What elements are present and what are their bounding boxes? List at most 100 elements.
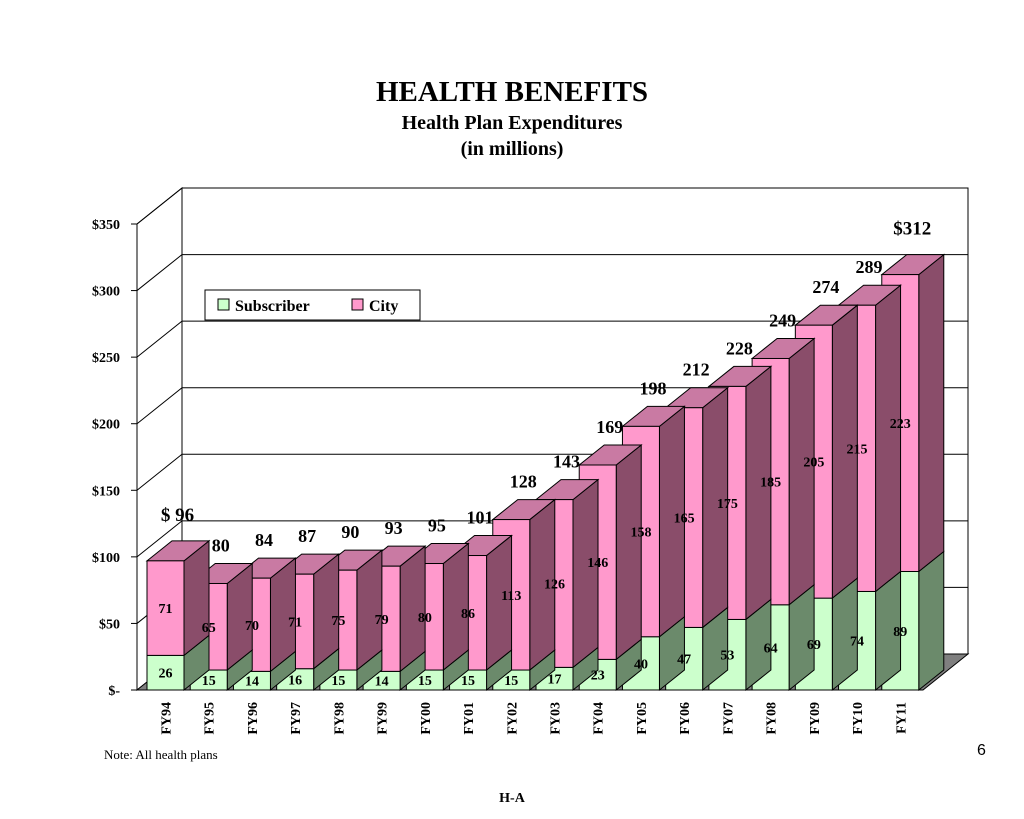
data-label-subscriber: 74: [850, 635, 864, 650]
bar-side-city: [875, 284, 902, 593]
x-tick-label: FY95: [203, 702, 218, 735]
data-label-city: 80: [418, 611, 432, 626]
data-label-subscriber: 23: [591, 669, 605, 684]
x-tick-label: FY99: [376, 702, 391, 735]
legend-swatch-city: [351, 298, 364, 311]
total-label: 90: [341, 522, 359, 542]
data-label-subscriber: 40: [634, 657, 648, 672]
data-label-city: 79: [375, 613, 389, 628]
gridline: [136, 320, 968, 358]
data-label-subscriber: 14: [375, 675, 389, 690]
chart-note: Note: All health plans: [104, 747, 218, 762]
data-label-subscriber: 15: [202, 674, 216, 689]
page-number: 6: [977, 742, 986, 759]
data-label-city: 71: [159, 602, 173, 617]
data-label-subscriber: 64: [764, 641, 778, 656]
data-label-city: 165: [674, 512, 695, 527]
chart-subtitle: Health Plan Expenditures: [401, 112, 623, 134]
total-label: $312: [893, 219, 931, 240]
gridline: [136, 187, 968, 225]
total-label: 212: [683, 360, 710, 380]
x-tick-label: FY04: [592, 702, 607, 735]
data-label-city: 70: [245, 619, 259, 634]
legend-swatch-subscriber: [217, 298, 230, 311]
bars: [145, 253, 946, 692]
data-label-city: 113: [501, 589, 521, 604]
data-label-city: 158: [630, 526, 651, 541]
x-tick-label: FY03: [549, 702, 564, 735]
footer-code: H-A: [499, 791, 525, 806]
data-label-subscriber: 69: [807, 638, 821, 653]
x-tick-label: FY00: [419, 702, 434, 735]
x-tick-label: FY07: [721, 702, 736, 735]
total-label: 143: [553, 452, 580, 472]
bar-side-city: [615, 443, 642, 661]
total-label: 93: [385, 518, 403, 538]
data-label-subscriber: 16: [288, 673, 302, 688]
data-label-subscriber: 14: [245, 675, 259, 690]
y-tick-label: $100: [92, 551, 120, 566]
y-tick-label: $50: [99, 617, 120, 632]
bar-side-city: [918, 253, 945, 573]
data-label-subscriber: 15: [418, 674, 432, 689]
total-label: 128: [510, 472, 537, 492]
legend-label-subscriber: Subscriber: [235, 298, 310, 315]
x-tick-label: FY05: [635, 702, 650, 735]
data-label-city: 86: [461, 607, 475, 622]
total-labels: $312 289 274 249 228 212 198 169 143 128 101 95 93 90…: [161, 219, 931, 556]
chart-unit-line: (in millions): [460, 138, 564, 160]
bar-segment-city: [146, 560, 185, 656]
x-tick-label: FY06: [678, 702, 693, 735]
bar-side-city: [399, 545, 426, 673]
data-label-subscriber: 47: [677, 653, 691, 668]
legend: Subscriber City: [204, 289, 421, 321]
x-tick-label: FY97: [289, 702, 304, 735]
bar-side-subscriber: [918, 550, 945, 692]
y-tick-label: $150: [92, 484, 120, 499]
data-label-city: 205: [803, 456, 824, 471]
data-label-subscriber: 15: [504, 674, 518, 689]
y-tick-label: $-: [108, 684, 120, 699]
data-label-city: 146: [587, 556, 608, 571]
data-label-city: 75: [331, 614, 345, 629]
x-axis-ticks: FY11 FY10 FY09 FY08 FY07 FY06 FY05 FY04 FY03 FY02…: [160, 702, 910, 735]
data-label-city: 215: [847, 442, 868, 457]
gridline: [136, 254, 968, 291]
x-tick-label: FY96: [246, 702, 261, 735]
total-label: 95: [428, 516, 446, 536]
total-label: 274: [812, 277, 839, 297]
total-label: 228: [726, 338, 753, 358]
legend-box: [204, 289, 421, 321]
x-tick-label: FY01: [462, 702, 477, 735]
y-tick-label: $250: [92, 351, 120, 366]
total-label: $ 96: [161, 505, 194, 526]
data-label-subscriber: 53: [720, 649, 734, 664]
data-label-subscriber: 15: [461, 674, 475, 689]
data-label-city: 223: [890, 417, 911, 432]
total-label: 80: [212, 535, 230, 555]
y-tick-label: $300: [92, 285, 120, 300]
data-label-subscriber: 17: [548, 673, 562, 688]
bar-side-city: [356, 549, 383, 672]
chart-title: HEALTH BENEFITS: [375, 76, 649, 108]
legend-label-city: City: [369, 298, 398, 315]
x-tick-label: FY10: [851, 702, 866, 735]
bar-side-city: [572, 478, 599, 669]
data-label-subscriber: 89: [893, 625, 907, 640]
x-tick-label: FY02: [505, 702, 520, 735]
x-tick-label: FY98: [332, 702, 347, 735]
data-label-subscriber: 26: [159, 667, 173, 682]
x-tick-label: FY09: [808, 702, 823, 735]
total-label: 87: [298, 526, 316, 546]
total-label: 289: [856, 257, 883, 277]
y-tick-label: $350: [92, 218, 120, 233]
segment-labels: 8922374215692056418553175471654015823146…: [159, 417, 911, 690]
total-label: 101: [467, 508, 494, 528]
total-label: 198: [639, 378, 666, 398]
x-tick-label: FY94: [160, 702, 175, 735]
x-tick-label: FY11: [894, 702, 909, 734]
bar-side-city: [745, 365, 772, 621]
total-label: 169: [596, 417, 623, 437]
total-label: 84: [255, 530, 273, 550]
